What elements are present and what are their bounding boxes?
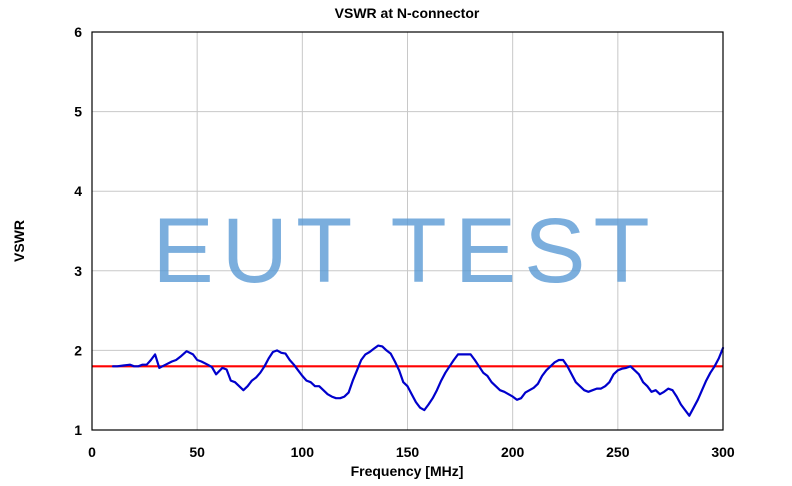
y-tick-label: 3 bbox=[74, 263, 82, 279]
x-axis-label: Frequency [MHz] bbox=[351, 463, 464, 479]
watermark-text: EUT TEST bbox=[152, 200, 657, 302]
y-tick-label: 1 bbox=[74, 422, 82, 438]
y-axis-label: VSWR bbox=[11, 220, 27, 262]
x-tick-labels: 0 50 100 150 200 250 300 bbox=[88, 444, 735, 460]
y-tick-label: 4 bbox=[74, 183, 82, 199]
x-tick-label: 250 bbox=[606, 444, 630, 460]
y-tick-label: 5 bbox=[74, 104, 82, 120]
x-tick-label: 150 bbox=[396, 444, 420, 460]
x-tick-label: 100 bbox=[291, 444, 315, 460]
y-tick-labels: 1 2 3 4 5 6 bbox=[74, 24, 82, 438]
series-layer bbox=[111, 344, 725, 417]
plot-frame bbox=[91, 31, 724, 431]
x-tick-label: 0 bbox=[88, 444, 96, 460]
y-tick-label: 6 bbox=[74, 24, 82, 40]
x-tick-label: 50 bbox=[189, 444, 205, 460]
series-line-0 bbox=[111, 344, 725, 417]
x-tick-label: 300 bbox=[711, 444, 735, 460]
y-tick-label: 2 bbox=[74, 342, 82, 358]
x-tick-label: 200 bbox=[501, 444, 525, 460]
chart-title: VSWR at N-connector bbox=[335, 5, 480, 21]
